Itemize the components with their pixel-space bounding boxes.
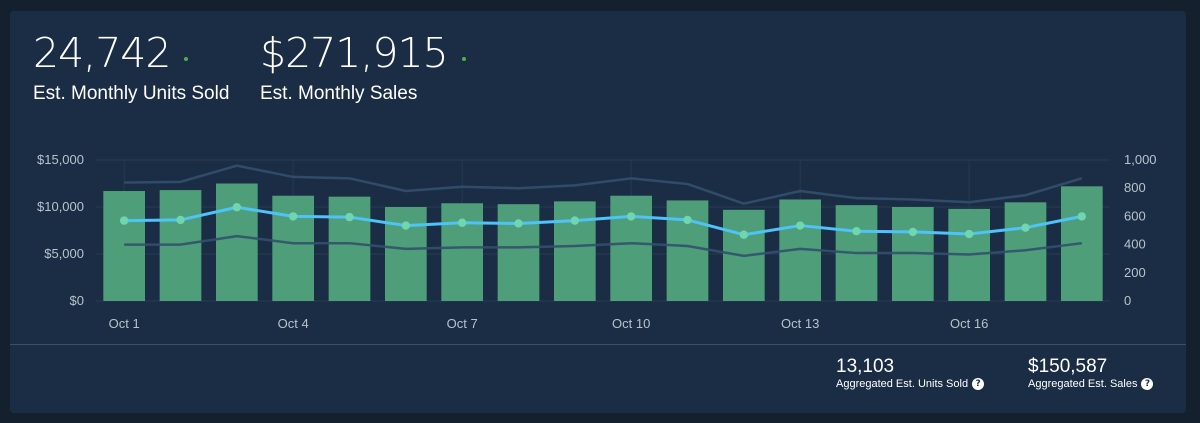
y-right-tick-label: 0 [1124, 293, 1131, 308]
bar [215, 183, 258, 301]
y-right-tick-label: 1,000 [1124, 152, 1157, 167]
monthly-sales-label: Est. Monthly Sales [260, 83, 418, 104]
sales-estimate-panel: 24,742 Est. Monthly Units Sold $271,915 … [10, 11, 1186, 413]
aggregated-sales-value: $150,587 [1028, 356, 1108, 377]
units-point [683, 215, 692, 225]
x-tick-label: Oct 16 [950, 316, 988, 331]
y-right-tick-label: 600 [1124, 208, 1146, 223]
y-right-tick-label: 400 [1124, 237, 1146, 252]
units-point [401, 221, 411, 230]
units-point [119, 216, 129, 225]
units-point [288, 212, 298, 221]
bar [610, 195, 653, 301]
sales-chart: $0 $5,000 $10,000 $15,000 0 200 400 600 800 1,000… [37, 152, 1157, 331]
bar [553, 201, 596, 301]
units-point [1021, 223, 1030, 232]
bar [384, 207, 427, 301]
units-point [457, 218, 467, 227]
bar [328, 196, 371, 301]
bar [103, 191, 146, 301]
units-point [514, 219, 523, 228]
units-line [124, 205, 1083, 237]
units-point [795, 221, 805, 230]
units-point [852, 227, 861, 236]
y-left-tick-label: $0 [70, 293, 84, 308]
x-tick-label: Oct 13 [781, 316, 819, 331]
y-left-tick-label: $10,000 [37, 199, 84, 214]
help-icon[interactable]: ? [1141, 378, 1154, 390]
units-point [1077, 212, 1087, 221]
units-point [345, 212, 354, 222]
aggregated-units: 13,103 Aggregated Est. Units Sold? [836, 356, 985, 390]
upper-bound-line [124, 164, 1083, 206]
monthly-sales-metric: $271,915 Est. Monthly Sales [260, 29, 466, 105]
x-tick-label: Oct 7 [447, 316, 478, 331]
y-right-tick-label: 200 [1124, 265, 1146, 280]
units-point [626, 212, 636, 221]
bar [272, 195, 315, 301]
y-left-tick-label: $15,000 [37, 152, 84, 167]
bar [497, 204, 540, 301]
aggregated-sales: $150,587 Aggregated Est. Sales? [1028, 356, 1154, 390]
y-right-tick-label: 800 [1124, 180, 1146, 195]
monthly-units-metric: 24,742 Est. Monthly Units Sold [33, 29, 229, 105]
aggregated-units-value: 13,103 [836, 356, 895, 377]
help-icon[interactable]: ? [972, 378, 985, 390]
aggregated-sales-label: Aggregated Est. Sales [1028, 378, 1138, 390]
units-point [570, 216, 580, 225]
units-point [964, 229, 974, 239]
monthly-units-value: 24,742 [33, 29, 171, 77]
aggregated-units-label: Aggregated Est. Units Sold [836, 378, 969, 390]
units-point [176, 215, 185, 225]
lower-bound-line [124, 234, 1082, 258]
x-tick-label: Oct 4 [278, 316, 309, 331]
divider [10, 344, 1186, 345]
sales-trend-dot [461, 56, 466, 61]
units-point [232, 203, 242, 212]
units-trend-dot [184, 56, 189, 61]
bar [441, 203, 484, 301]
units-point [908, 227, 918, 237]
bar [666, 200, 709, 301]
monthly-units-label: Est. Monthly Units Sold [33, 83, 230, 104]
monthly-sales-value: $271,915 [260, 29, 449, 77]
x-tick-label: Oct 10 [612, 316, 650, 331]
y-left-tick-label: $5,000 [44, 246, 84, 261]
x-tick-label: Oct 1 [109, 316, 140, 331]
units-point [739, 230, 749, 239]
